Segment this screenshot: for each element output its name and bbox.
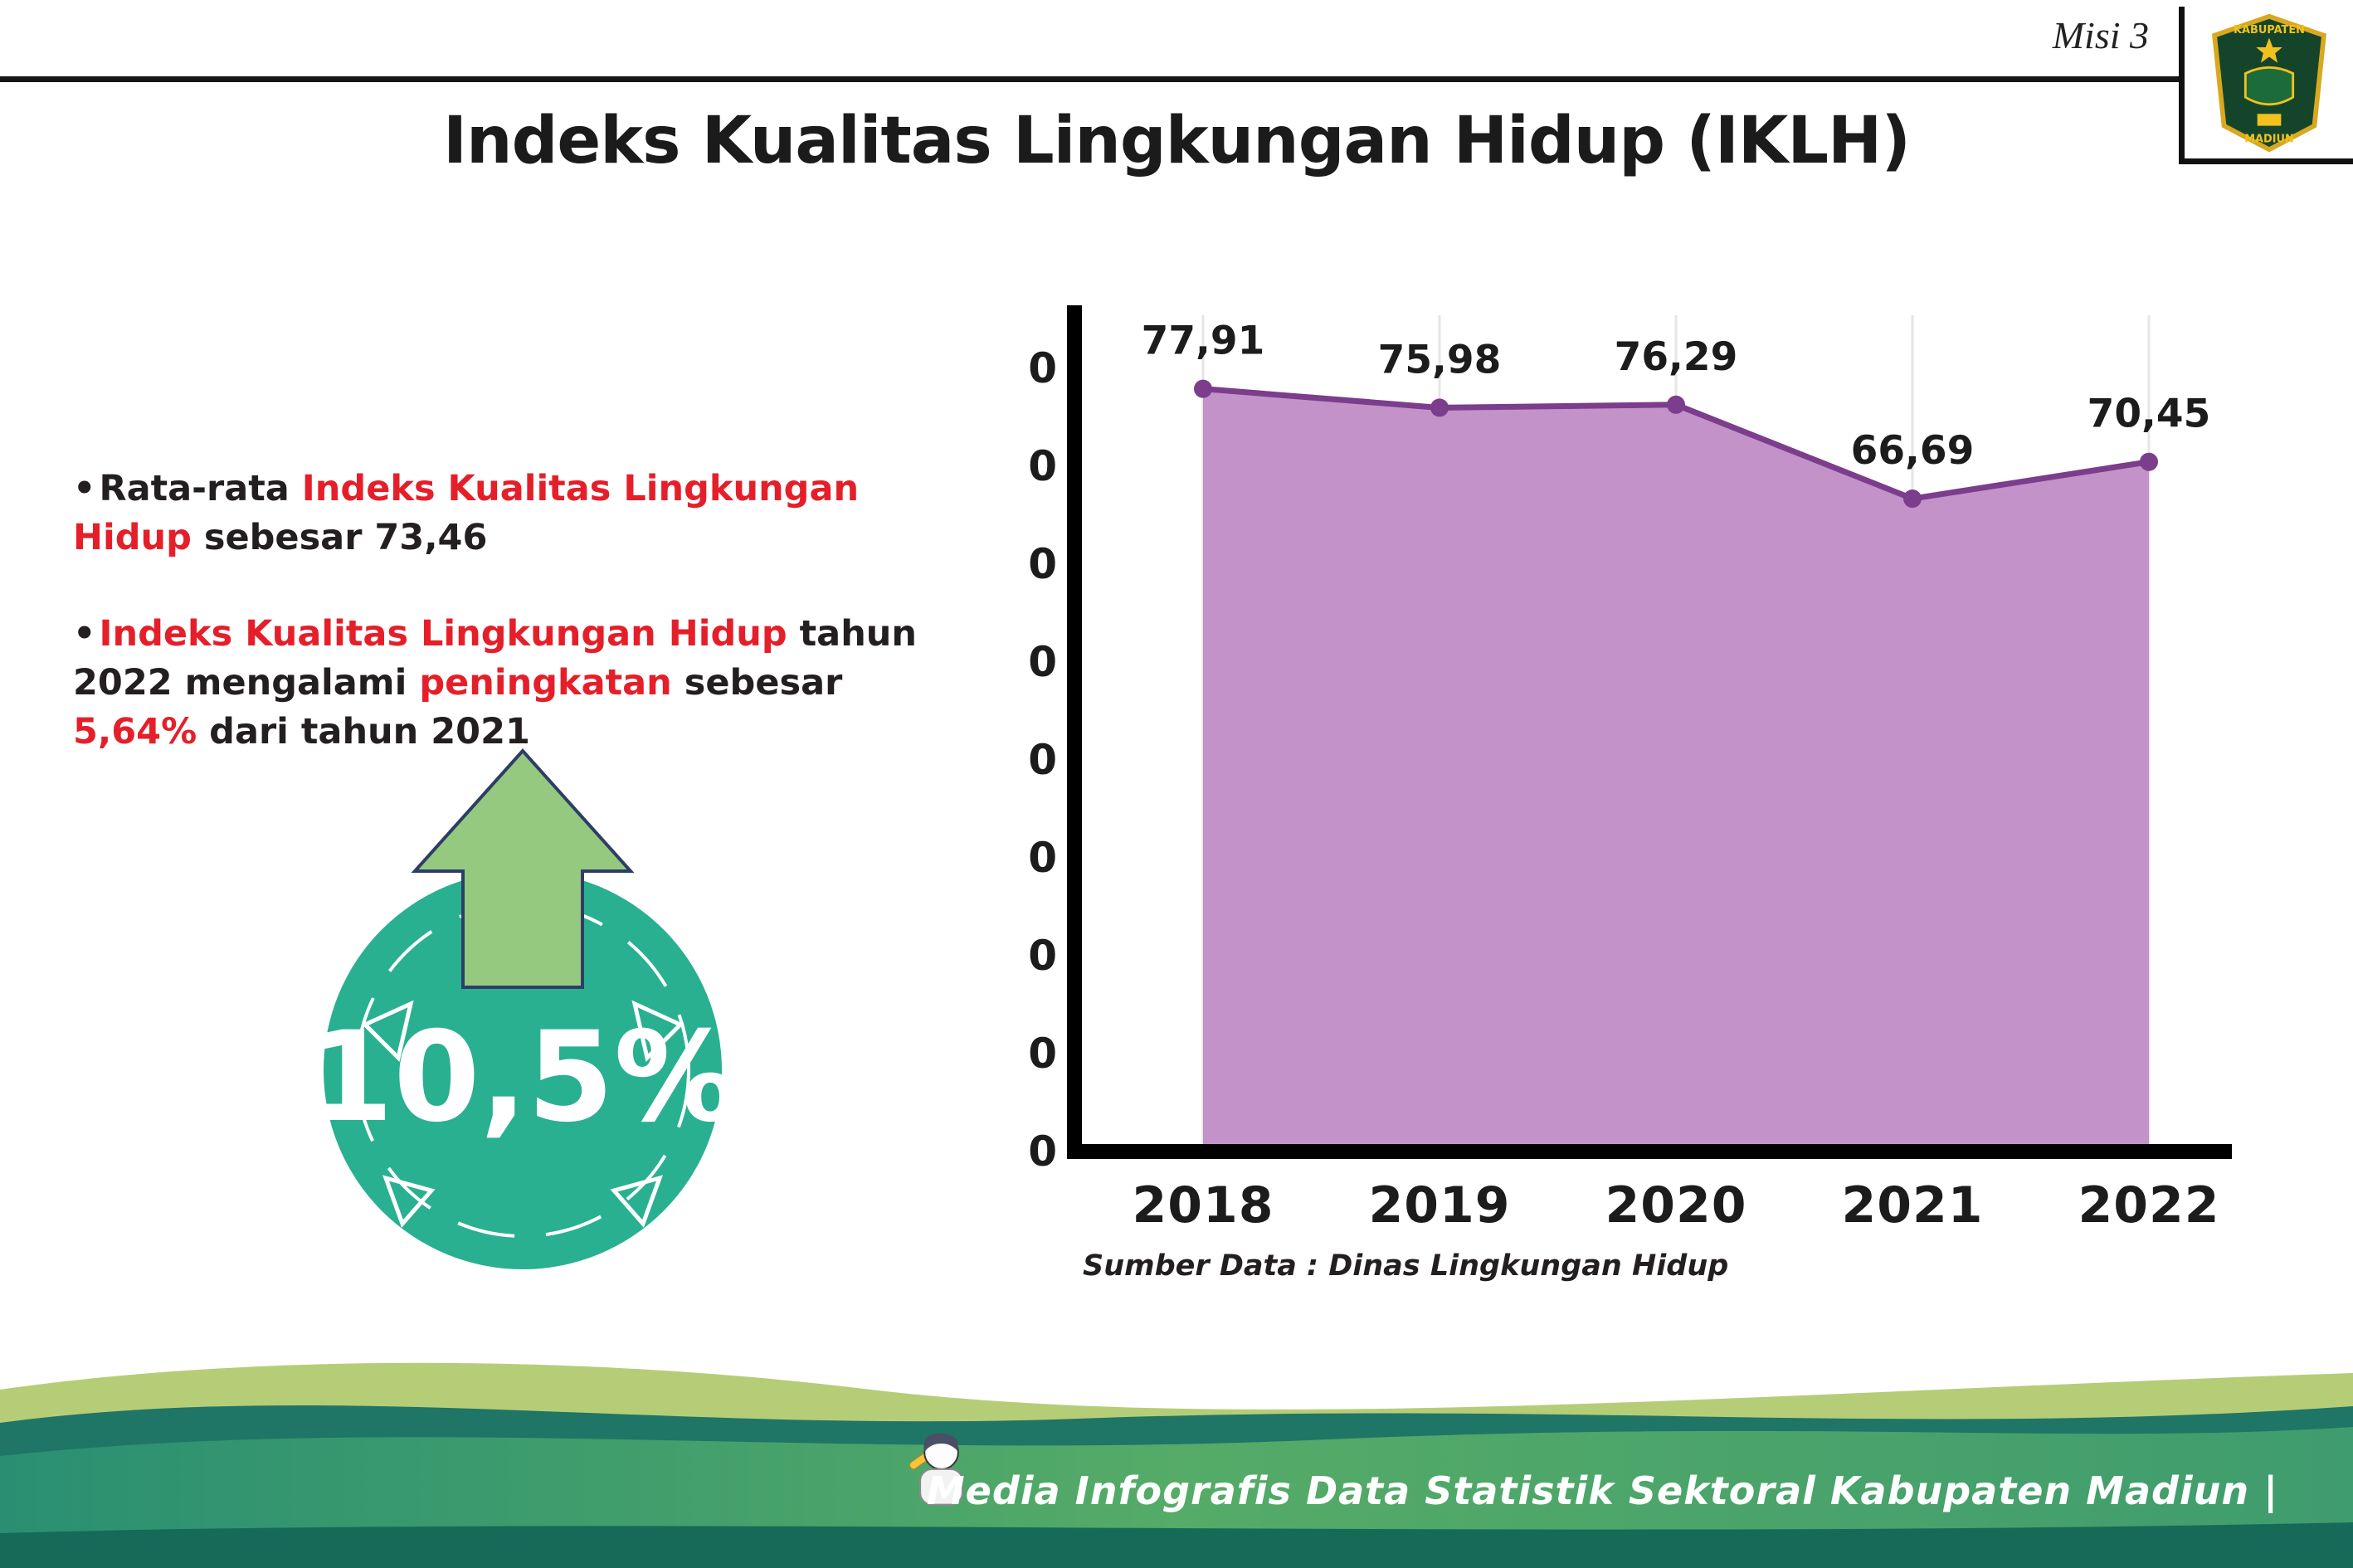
- data-point: [1194, 379, 1212, 398]
- data-point: [1667, 395, 1685, 414]
- triangle-decoration: [382, 1175, 436, 1228]
- bullet-item: •Rata-rata Indeks Kualitas Lingkungan Hi…: [73, 468, 860, 559]
- data-label: 76,29: [1615, 334, 1738, 380]
- crest-icon: KABUPATEN MADIUN: [2211, 13, 2326, 153]
- data-point: [2140, 452, 2158, 471]
- data-label: 77,91: [1142, 319, 1265, 364]
- page-title: Indeks Kualitas Lingkungan Hidup (IKLH): [443, 104, 1911, 178]
- bullet-item: •Indeks Kualitas Lingkungan Hidup tahun …: [73, 612, 918, 753]
- increase-badge: 10,5%: [241, 738, 805, 1369]
- bullet-list: •Rata-rata Indeks Kualitas Lingkungan Hi…: [73, 465, 977, 804]
- footer-wave-decoration: [0, 1362, 2353, 1568]
- area-fill: [1203, 388, 2149, 1152]
- source-note: Sumber Data : Dinas Lingkungan Hidup: [1083, 1249, 1729, 1283]
- y-tick-label: 20: [1029, 932, 1057, 980]
- y-tick-label: 60: [1029, 540, 1057, 588]
- triangle-decoration: [631, 1000, 684, 1062]
- data-label: 75,98: [1378, 337, 1502, 382]
- x-tick-label: 2020: [1605, 1176, 1747, 1234]
- data-label: 70,45: [2087, 392, 2211, 437]
- logo-bottom-text: MADIUN: [2244, 133, 2294, 145]
- badge-ring: [355, 903, 690, 1238]
- data-point: [1430, 398, 1449, 417]
- y-tick-label: 80: [1029, 344, 1057, 392]
- triangle-decoration: [610, 1175, 663, 1228]
- badge-percent-value: 10,5%: [307, 1006, 738, 1150]
- header-divider: [0, 76, 2179, 82]
- x-axis: [1067, 1144, 2232, 1159]
- footer-credit: Media Infografis Data Statistik Sektoral…: [926, 1468, 2278, 1513]
- data-point: [1903, 489, 1922, 509]
- triangle-decoration: [361, 1000, 414, 1062]
- y-tick-label: 10: [1029, 1030, 1057, 1078]
- x-tick-label: 2019: [1369, 1176, 1511, 1234]
- arrow-up-icon: [411, 748, 635, 989]
- y-tick-label: 70: [1029, 442, 1057, 490]
- kabupaten-madiun-logo: KABUPATEN MADIUN: [2179, 7, 2353, 164]
- x-tick-label: 2021: [1842, 1176, 1984, 1234]
- misi-label: Misi 3: [2052, 14, 2149, 56]
- y-tick-label: 30: [1029, 834, 1057, 882]
- y-tick-label: 0: [1029, 1127, 1057, 1176]
- iklh-area-chart: 77,91 75,98 76,29 66,69 70,45 0 10 20 30 40 50 60 70…: [1029, 305, 2232, 1234]
- data-label: 66,69: [1851, 428, 1975, 474]
- y-axis: [1067, 305, 1082, 1159]
- badge-circle: [324, 871, 722, 1269]
- y-tick-label: 50: [1029, 638, 1057, 686]
- y-tick-label: 40: [1029, 736, 1057, 784]
- x-tick-label: 2018: [1133, 1176, 1274, 1234]
- logo-top-text: KABUPATEN: [2234, 23, 2305, 36]
- mascot-icon: [909, 1433, 964, 1506]
- x-tick-label: 2022: [2078, 1176, 2220, 1234]
